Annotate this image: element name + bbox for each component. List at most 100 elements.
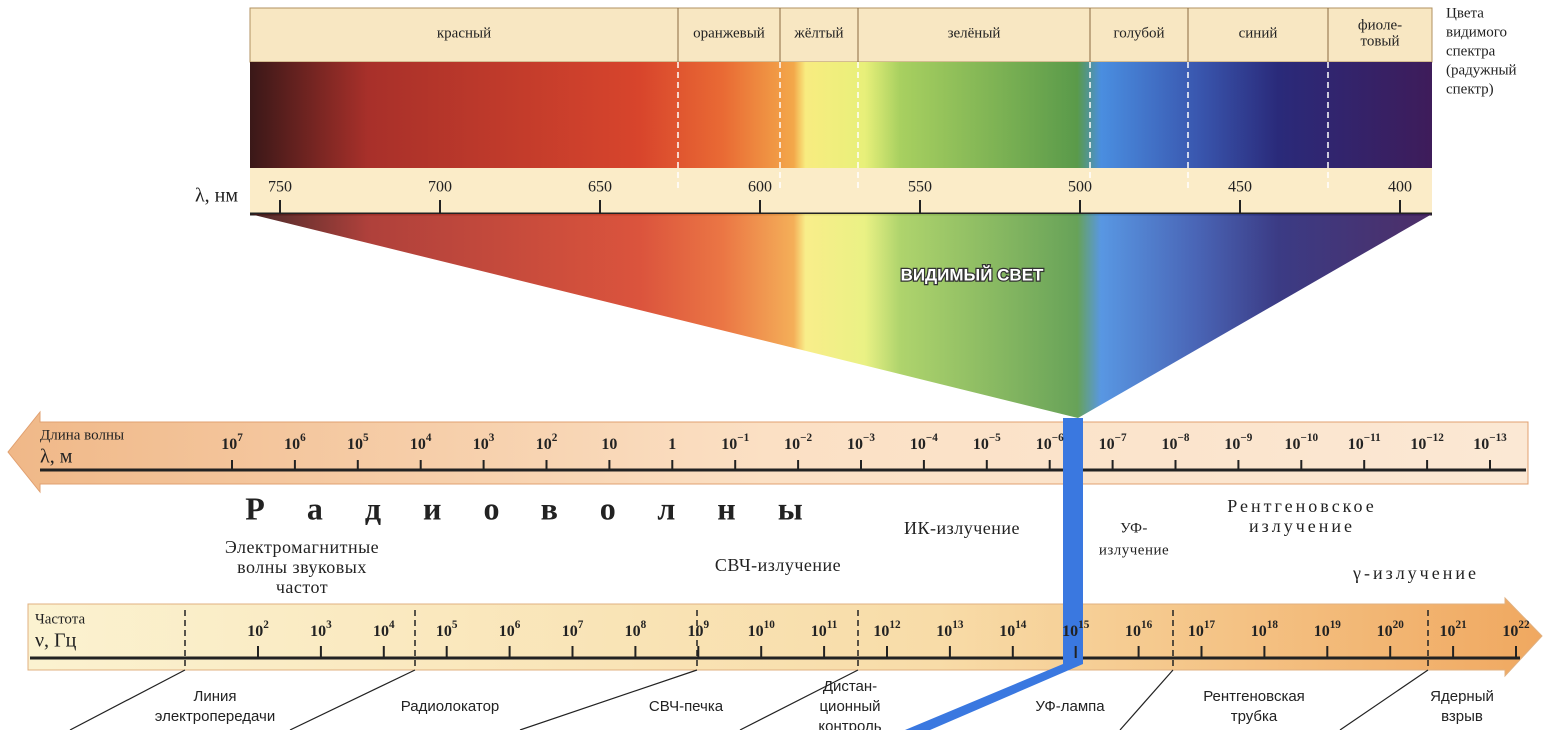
frequency-tick-label-exp: 5 — [452, 619, 458, 631]
frequency-tick-label-base: 10 — [562, 623, 578, 640]
frequency-tick-label-base: 10 — [247, 623, 263, 640]
wavelength-tick-label: 103 — [473, 432, 495, 453]
wavelength-tick-label: 10−3 — [847, 432, 875, 453]
wavelength-tick-label-base: 10 — [601, 436, 617, 453]
nm-scale — [250, 168, 1432, 214]
wavelength-tick-label-base: 10 — [1473, 436, 1489, 453]
wavelength-tick-label-exp: −12 — [1426, 432, 1444, 444]
wavelength-tick-label-base: 10 — [910, 436, 926, 453]
frequency-tick-label-exp: 16 — [1141, 619, 1153, 631]
frequency-tick-label-base: 10 — [373, 623, 389, 640]
wavelength-tick-label-exp: −10 — [1301, 432, 1319, 444]
labels: красный оранжевый жёлтый зелёный голубой сини… — [35, 5, 1530, 730]
wavelength-tick-label-base: 10 — [536, 436, 552, 453]
wavelength-tick-label: 104 — [410, 432, 432, 453]
frequency-tick-label-exp: 19 — [1330, 619, 1342, 631]
color-band — [250, 62, 1432, 168]
frequency-tick-label-exp: 14 — [1015, 619, 1027, 631]
source-label: Радиолокатор — [401, 698, 500, 715]
frequency-tick-label-base: 10 — [1314, 623, 1330, 640]
frequency-tick-label: 1011 — [811, 619, 838, 640]
frequency-tick-label-base: 10 — [499, 623, 515, 640]
wavelength-tick-label-exp: 2 — [552, 432, 558, 444]
wavelength-tick-label-exp: −11 — [1364, 432, 1381, 444]
wavelength-tick-label-exp: 6 — [300, 432, 306, 444]
frequency-tick-label-exp: 3 — [326, 619, 332, 631]
wavelength-tick-label-base: 10 — [1285, 436, 1301, 453]
source-label: УФ-лампа — [1035, 698, 1105, 715]
frequency-tick-label-exp: 15 — [1078, 619, 1090, 631]
frequency-tick-label-base: 10 — [811, 623, 827, 640]
source-label: контроль — [818, 718, 881, 730]
frequency-tick-label-exp: 7 — [578, 619, 584, 631]
wavelength-tick-label-base: 10 — [973, 436, 989, 453]
region-label: излучение — [1099, 542, 1169, 558]
region-label: γ-излучение — [1352, 563, 1479, 583]
nm-tick-label: 650 — [588, 179, 612, 196]
color-name: зелёный — [948, 25, 1001, 41]
color-name: красный — [437, 25, 491, 41]
wavelength-tick-label-exp: −7 — [1115, 432, 1127, 444]
wavelength-tick-label-exp: 4 — [426, 432, 432, 444]
wavelength-tick-label: 102 — [536, 432, 558, 453]
frequency-tick-label: 1012 — [873, 619, 901, 640]
leader-line — [1339, 669, 1429, 730]
region-label: Радиоволны — [245, 490, 844, 526]
color-name: жёлтый — [793, 25, 843, 41]
frequency-tick-label: 102 — [247, 619, 269, 640]
color-header — [249, 7, 1433, 63]
frequency-tick-label-exp: 20 — [1393, 619, 1405, 631]
wavelength-tick-label: 10−10 — [1285, 432, 1319, 453]
wavelength-tick-label-exp: −3 — [863, 432, 875, 444]
nm-tick-label: 450 — [1228, 179, 1252, 196]
frequency-tick-label: 105 — [436, 619, 458, 640]
region-label: Рентгеновское — [1227, 496, 1376, 516]
frequency-tick-label-base: 10 — [310, 623, 326, 640]
frequency-tick-label-base: 10 — [1440, 623, 1456, 640]
wavelength-bar — [7, 410, 1529, 494]
nm-tick-label: 700 — [428, 179, 452, 196]
wavelength-tick-label-base: 10 — [847, 436, 863, 453]
frequency-tick-label: 1016 — [1125, 619, 1153, 640]
color-name: синий — [1239, 25, 1278, 41]
region-label: ИК-излучение — [904, 518, 1020, 538]
wavelength-tick-label: 10−2 — [784, 432, 812, 453]
nm-tick-label: 550 — [908, 179, 932, 196]
frequency-tick-label: 1010 — [748, 619, 776, 640]
frequency-tick-label: 1022 — [1502, 619, 1530, 640]
side-label: (радужный — [1446, 62, 1517, 78]
wavelength-tick-label: 10−11 — [1348, 432, 1381, 453]
wavelength-tick-label-exp: −4 — [926, 432, 938, 444]
leader-line — [519, 669, 698, 730]
frequency-tick-label-base: 10 — [999, 623, 1015, 640]
frequency-tick-label-exp: 18 — [1267, 619, 1279, 631]
wavelength-tick-label: 10−6 — [1036, 432, 1064, 453]
wavelength-tick-label-base: 10 — [1099, 436, 1115, 453]
frequency-tick-label: 1015 — [1062, 619, 1090, 640]
source-label: Дистан- — [823, 678, 877, 695]
source-label: электропередачи — [155, 708, 275, 725]
wavelength-tick-label-base: 10 — [410, 436, 426, 453]
wavelength-tick-label-exp: −1 — [737, 432, 749, 444]
wavelength-tick-label: 10−9 — [1224, 432, 1252, 453]
wavelength-tick-label-base: 10 — [1162, 436, 1178, 453]
frequency-tick-label: 1020 — [1377, 619, 1405, 640]
leader-line — [739, 669, 859, 730]
frequency-tick-label-base: 10 — [1251, 623, 1267, 640]
nm-tick-label: 600 — [748, 179, 772, 196]
wavelength-tick-label: 10 — [601, 436, 617, 453]
color-name: товый — [1360, 33, 1399, 49]
wavelength-tick-label: 10−1 — [721, 432, 749, 453]
wavelength-tick-label-base: 10 — [473, 436, 489, 453]
frequency-tick-label-base: 10 — [688, 623, 704, 640]
region-label: частот — [276, 577, 328, 597]
leader-line — [69, 669, 186, 730]
region-label: излучение — [1249, 516, 1355, 536]
frequency-tick-label: 1018 — [1251, 619, 1279, 640]
region-label: волны звуковых — [237, 557, 367, 577]
frequency-tick-label: 107 — [562, 619, 584, 640]
wavelength-tick-label-base: 10 — [784, 436, 800, 453]
frequency-tick-label-base: 10 — [873, 623, 889, 640]
frequency-tick-label: 1013 — [936, 619, 964, 640]
wavelength-tick-label: 10−13 — [1473, 432, 1507, 453]
